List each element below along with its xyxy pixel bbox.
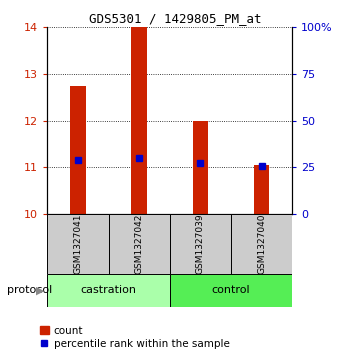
Text: GSM1327039: GSM1327039 [196,214,205,274]
Text: control: control [212,285,250,295]
Bar [193,121,208,214]
Bar [254,165,269,214]
Text: GDS5301 / 1429805_PM_at: GDS5301 / 1429805_PM_at [89,12,261,25]
Text: GSM1327042: GSM1327042 [135,214,144,274]
Bar [170,214,231,274]
Bar [47,214,108,274]
Legend: count, percentile rank within the sample: count, percentile rank within the sample [40,326,230,349]
Bar [70,86,85,214]
Bar [108,214,170,274]
Text: GSM1327040: GSM1327040 [257,214,266,274]
Text: GSM1327041: GSM1327041 [74,214,82,274]
Text: protocol: protocol [7,285,52,295]
Bar [170,274,292,307]
Text: castration: castration [80,285,136,295]
Text: ▶: ▶ [36,285,44,295]
Bar [47,274,170,307]
Bar [132,27,147,214]
Bar [231,214,292,274]
